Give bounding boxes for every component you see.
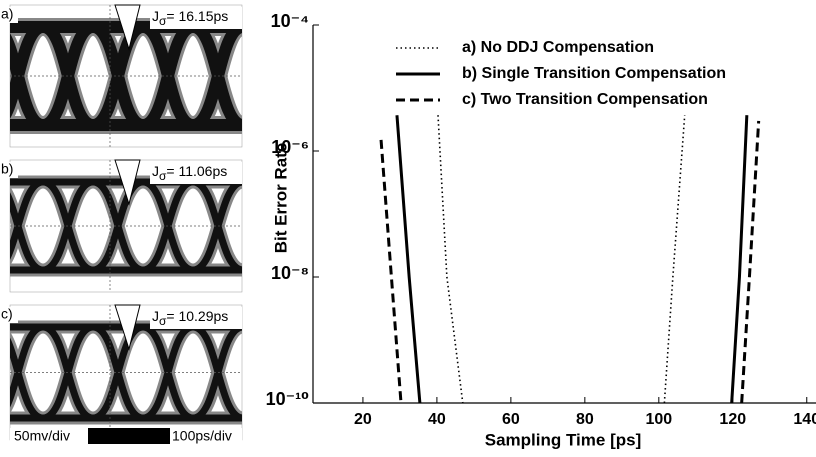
legend-label: a) No DDJ Compensation <box>462 39 654 56</box>
legend-label: c) Two Transition Compensation <box>462 91 708 108</box>
eye-panel: a)Jσ= 16.15ps <box>0 5 293 147</box>
series-line <box>438 115 685 403</box>
scale-right: 100ps/div <box>172 428 232 444</box>
x-tick-label: 20 <box>354 411 372 428</box>
y-tick-label: 10⁻⁴ <box>271 11 309 31</box>
x-tick-label: 120 <box>719 411 746 428</box>
jitter-value: = 16.15ps <box>166 8 228 24</box>
jitter-symbol: J <box>152 308 159 324</box>
eye-panel: b)Jσ= 11.06ps <box>0 160 293 292</box>
x-tick-label: 100 <box>645 411 672 428</box>
jitter-value: = 11.06ps <box>166 163 227 179</box>
series-line <box>397 115 747 403</box>
eye-panel: c)Jσ= 10.29ps <box>0 305 293 440</box>
panel-label: b) <box>1 161 13 177</box>
panel-label: a) <box>1 6 13 22</box>
x-axis-label: Sampling Time [ps] <box>485 430 642 449</box>
figure: a)Jσ= 16.15psb)Jσ= 11.06psc)Jσ= 10.29ps5… <box>0 0 816 457</box>
ber-chart: Bit Error Rate Sampling Time [ps] 20 40 60… <box>266 11 816 450</box>
panel-label: c) <box>1 306 13 322</box>
y-tick-label: 10⁻⁸ <box>271 263 309 283</box>
x-tick-label: 80 <box>576 411 594 428</box>
y-tick-label: 10⁻¹⁰ <box>266 389 310 409</box>
jitter-symbol: J <box>152 8 159 24</box>
legend-label: b) Single Transition Compensation <box>462 65 726 82</box>
scale-left: 50mv/div <box>14 428 70 444</box>
jitter-symbol: J <box>152 163 159 179</box>
series-line <box>381 121 759 403</box>
jitter-value: = 10.29ps <box>166 308 228 324</box>
y-tick-label: 10⁻⁶ <box>271 137 309 157</box>
x-tick-label: 60 <box>502 411 520 428</box>
x-tick-label: 140 <box>793 411 816 428</box>
y-axis-label: Bit Error Rate <box>271 143 290 254</box>
x-tick-label: 40 <box>428 411 446 428</box>
